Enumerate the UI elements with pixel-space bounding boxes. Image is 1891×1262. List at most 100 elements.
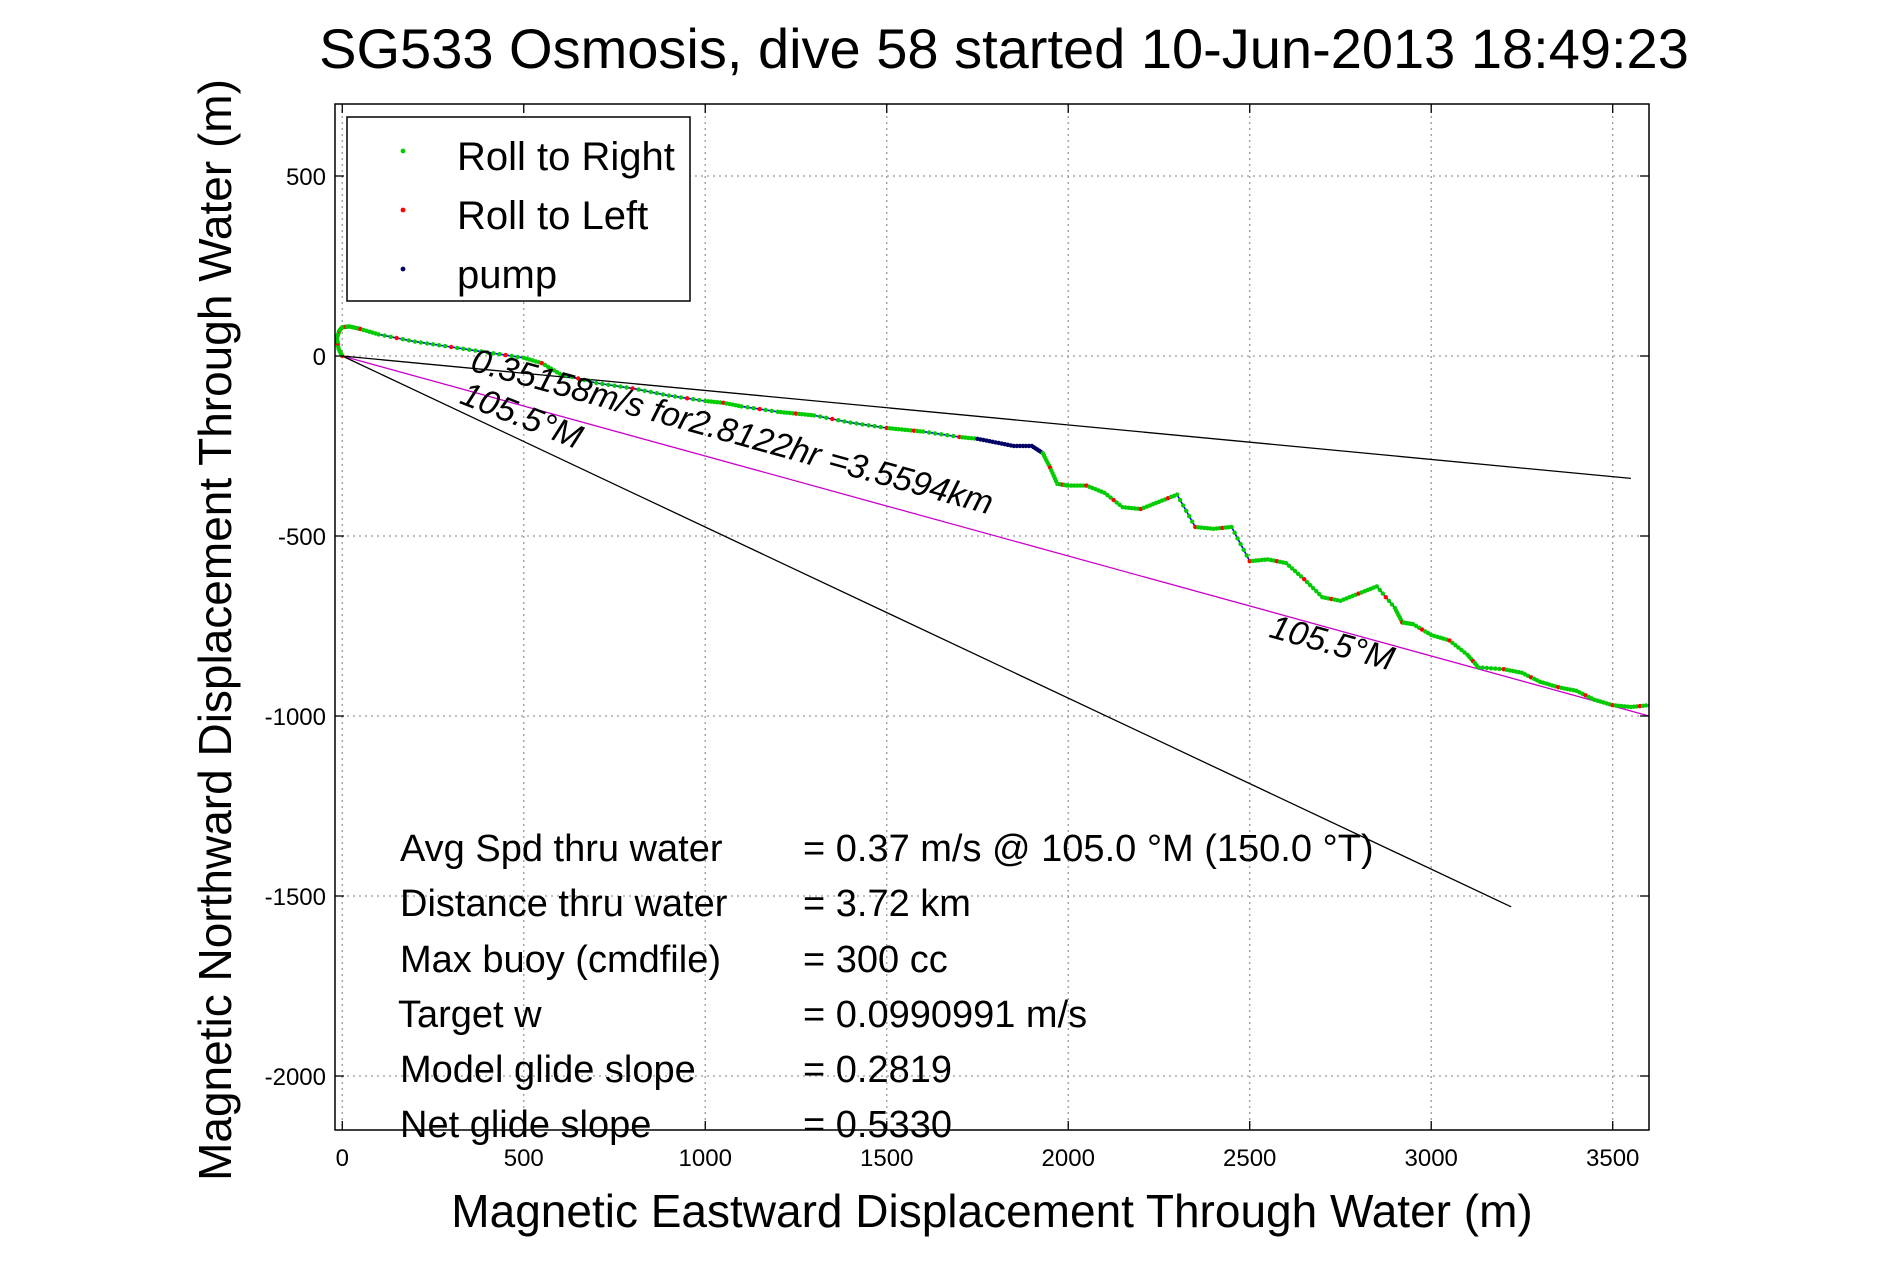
roll-marker [1174,492,1180,497]
legend-marker-roll-right [400,148,406,154]
y-tick-label: 0 [313,344,326,371]
roll-marker [872,424,877,429]
roll-marker [1480,665,1485,670]
roll-marker [1292,568,1298,574]
y-tick-label: 500 [286,164,326,191]
roll-marker [745,405,750,410]
roll-marker [430,342,436,347]
roll-marker [1238,541,1243,547]
roll-marker [672,394,678,399]
roll-marker [660,392,666,397]
roll-marker [1456,645,1461,650]
roll-marker [648,389,653,395]
roll-marker [497,352,502,357]
roll-marker [945,433,950,438]
roll-marker [1389,602,1395,607]
roll-marker [1241,547,1246,552]
roll-marker [509,353,514,359]
roll-marker [1462,650,1467,655]
roll-marker [1311,586,1316,591]
roll-marker [654,391,659,396]
stat-value-target-w: = 0.0990991 m/s [803,994,1087,1036]
roll-marker [836,418,841,423]
roll-marker [376,332,381,337]
stat-value-net-glide: = 0.5330 [803,1104,952,1146]
roll-marker [400,337,405,342]
roll-marker [600,381,605,387]
roll-marker [1308,583,1313,588]
roll-marker [818,414,823,419]
roll-marker [1235,536,1240,541]
roll-marker [515,354,520,360]
roll-marker [618,384,623,389]
roll-marker [1450,640,1455,645]
roll-marker [1497,666,1502,672]
roll-marker [412,339,418,344]
roll-marker [1298,574,1304,579]
chart-title: SG533 Osmosis, dive 58 started 10-Jun-20… [319,17,1689,80]
roll-marker [1380,591,1386,596]
roll-marker [642,388,647,393]
stat-label-model-glide: Model glide slope [400,1049,696,1091]
roll-marker [1453,643,1458,648]
roll-marker [1181,503,1186,508]
x-tick-label: 1000 [679,1145,732,1172]
roll-marker [932,431,938,436]
roll-marker [866,423,871,428]
roll-marker [1302,577,1307,582]
legend-marker-pump [400,266,406,272]
roll-marker [406,338,411,343]
roll-marker [769,408,774,414]
roll-marker [582,377,587,383]
roll-marker [1244,553,1249,558]
x-axis-label: Magnetic Eastward Displacement Through W… [451,1185,1532,1237]
axis-ticks: 0 500 1000 1500 2000 2500 3000 3500 500 0 -500 -100… [265,104,1649,1172]
roll-marker [576,376,581,381]
roll-marker [461,346,466,351]
roll-marker [878,424,883,430]
stat-value-distance: = 3.72 km [803,883,971,925]
plot-lines [334,324,1650,908]
roll-marker [382,333,387,338]
roll-marker [557,371,563,377]
roll-marker [1488,666,1494,671]
roll-marker [1187,514,1192,519]
roll-marker [636,387,641,392]
roll-marker [920,429,926,434]
stat-label-distance: Distance thru water [400,883,728,925]
roll-marker [394,335,399,341]
roll-marker [690,397,696,402]
legend-marker-roll-left [400,207,406,213]
legend-label-roll-right: Roll to Right [457,135,675,179]
roll-marker [569,374,575,380]
roll-marker [449,344,454,350]
y-tick-label: -500 [278,524,326,551]
roll-marker [630,386,635,391]
roll-marker [811,413,817,418]
roll-marker [606,382,611,387]
roll-marker [848,420,853,425]
roll-marker [951,433,956,439]
roll-marker [1117,502,1122,507]
roll-marker [1314,589,1319,594]
x-tick-label: 2500 [1223,1145,1276,1172]
roll-marker [455,345,460,351]
y-tick-label: -2000 [265,1064,326,1091]
roll-marker [1108,495,1113,500]
roll-marker [1177,497,1183,503]
x-tick-label: 0 [336,1145,349,1172]
roll-marker [1289,566,1295,571]
stat-value-model-glide: = 0.2819 [803,1049,952,1091]
x-tick-label: 1500 [860,1145,913,1172]
roll-marker [1102,490,1107,495]
roll-marker [1286,563,1292,568]
stat-label-net-glide: Net glide slope [400,1104,651,1146]
roll-marker [467,347,472,352]
roll-marker [1283,560,1289,566]
roll-marker [1105,493,1110,498]
roll-marker [442,343,448,349]
roll-marker [1190,519,1195,524]
roll-marker [1295,571,1301,576]
